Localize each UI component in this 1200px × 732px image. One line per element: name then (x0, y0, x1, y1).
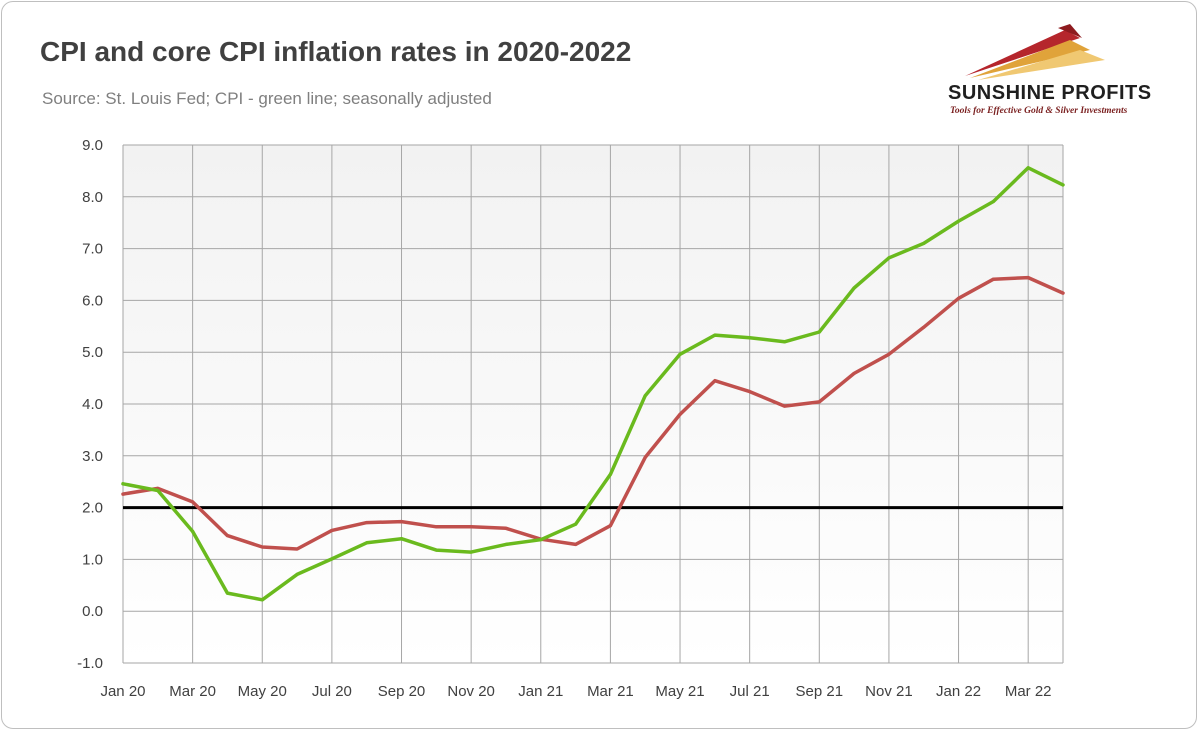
core-cpi-point (1026, 276, 1030, 280)
core-cpi-point (678, 412, 682, 416)
core-cpi-line (121, 275, 1065, 551)
y-tick-label: 9.0 (82, 137, 103, 154)
core-cpi-point (434, 525, 438, 529)
chart-title: CPI and core CPI inflation rates in 2020… (40, 36, 632, 67)
core-cpi-point (922, 325, 926, 329)
logo-tagline: Tools for Effective Gold & Silver Invest… (950, 106, 1128, 116)
cpi-point (643, 394, 647, 398)
cpi-line (121, 166, 1065, 602)
cpi-point (191, 529, 195, 533)
chart-subtitle: Source: St. Louis Fed; CPI - green line;… (42, 89, 492, 108)
core-cpi-point (957, 296, 961, 300)
core-cpi-point (643, 455, 647, 459)
core-cpi-point (1061, 291, 1065, 295)
core-cpi-point (121, 492, 125, 496)
cpi-point (539, 538, 543, 542)
core-cpi-point (469, 525, 473, 529)
y-tick-label: 7.0 (82, 241, 103, 258)
cpi-point (991, 199, 995, 203)
y-tick-label: 2.0 (82, 500, 103, 517)
x-tick-label: Sep 21 (796, 683, 844, 700)
x-tick-label: Jan 22 (936, 683, 981, 700)
y-tick-label: -1.0 (77, 655, 103, 672)
x-tick-label: Mar 20 (169, 683, 216, 700)
cpi-point (225, 591, 229, 595)
core-cpi-point (191, 500, 195, 504)
cpi-point (678, 352, 682, 356)
core-cpi-point (852, 371, 856, 375)
core-cpi-point (782, 404, 786, 408)
core-cpi-point (887, 352, 891, 356)
logo-name: SUNSHINE PROFITS (948, 82, 1152, 104)
cpi-point (156, 489, 160, 493)
x-tick-label: Jan 21 (518, 683, 563, 700)
cpi-point (504, 542, 508, 546)
x-tick-label: Jul 20 (312, 683, 352, 700)
cpi-point (782, 340, 786, 344)
x-tick-label: Jul 21 (730, 683, 770, 700)
cpi-point (608, 472, 612, 476)
cpi-point (574, 522, 578, 526)
core-cpi-point (504, 526, 508, 530)
core-cpi-point (260, 545, 264, 549)
cpi-point (330, 557, 334, 561)
y-tick-label: 8.0 (82, 189, 103, 206)
cpi-point (400, 537, 404, 541)
cpi-point (365, 541, 369, 545)
x-tick-label: Jan 20 (100, 683, 145, 700)
x-tick-label: Mar 21 (587, 683, 634, 700)
cpi-point (713, 333, 717, 337)
core-cpi-point (365, 521, 369, 525)
x-tick-label: Mar 22 (1005, 683, 1052, 700)
x-tick-label: May 21 (655, 683, 704, 700)
cpi-point (817, 330, 821, 334)
x-tick-label: Nov 21 (865, 683, 913, 700)
y-tick-label: 5.0 (82, 344, 103, 361)
x-tick-label: May 20 (238, 683, 287, 700)
cpi-point (260, 598, 264, 602)
core-cpi-point (991, 277, 995, 281)
core-cpi-point (330, 528, 334, 532)
cpi-point (922, 241, 926, 245)
cpi-point (748, 336, 752, 340)
y-tick-label: 0.0 (82, 603, 103, 620)
cpi-point (434, 548, 438, 552)
cpi-point (295, 572, 299, 576)
core-cpi-point (574, 542, 578, 546)
core-cpi-point (295, 547, 299, 551)
y-tick-label: 3.0 (82, 448, 103, 465)
core-cpi-point (817, 400, 821, 404)
y-tick-label: 4.0 (82, 396, 103, 413)
core-cpi-point (713, 379, 717, 383)
y-tick-label: 1.0 (82, 551, 103, 568)
sunshine-profits-logo: SUNSHINE PROFITS Tools for Effective Gol… (930, 16, 1180, 124)
cpi-point (957, 219, 961, 223)
cpi-point (1026, 166, 1030, 170)
x-tick-label: Sep 20 (378, 683, 426, 700)
cpi-point (121, 482, 125, 486)
x-tick-label: Nov 20 (447, 683, 495, 700)
cpi-point (469, 550, 473, 554)
y-tick-label: 6.0 (82, 292, 103, 309)
core-cpi-point (400, 520, 404, 524)
core-cpi-point (225, 534, 229, 538)
logo-swoosh-icon (965, 24, 1105, 80)
cpi-point (852, 286, 856, 290)
core-cpi-point (608, 524, 612, 528)
core-cpi-point (748, 390, 752, 394)
cpi-point (1061, 183, 1065, 187)
cpi-point (887, 256, 891, 260)
